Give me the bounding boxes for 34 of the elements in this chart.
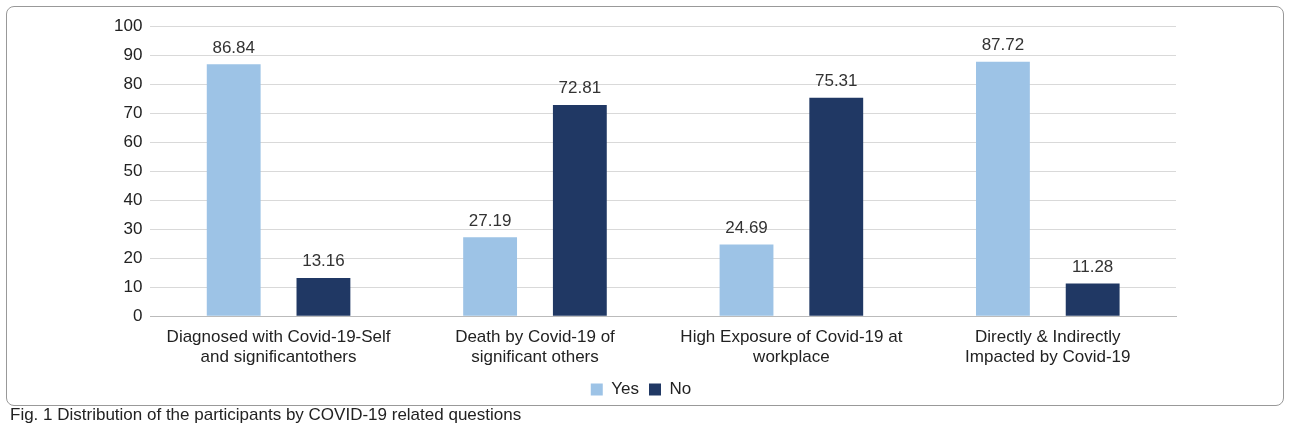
x-tick-label: Death by Covid-19 of significant others <box>455 327 616 367</box>
bar <box>206 64 261 316</box>
caption: Fig. 1 Distribution of the participants by COVID-19 related questions <box>10 405 522 425</box>
y-tick-label: 40 <box>123 189 143 209</box>
data-label: 11.28 <box>1072 256 1114 276</box>
data-label: 24.69 <box>725 217 768 237</box>
data-label: 13.16 <box>302 251 345 271</box>
bar <box>296 278 351 316</box>
bar <box>463 237 518 316</box>
y-tick-label: 70 <box>123 102 143 122</box>
y-tick-label: 30 <box>123 218 143 238</box>
y-tick-label: 60 <box>123 131 143 151</box>
bar <box>809 97 864 316</box>
data-label: 86.84 <box>212 37 255 57</box>
data-label: 72.81 <box>558 78 602 98</box>
x-tick-label: Diagnosed with Covid-19-Self and significantothers <box>166 327 391 367</box>
bar <box>976 61 1030 316</box>
y-tick-label: 50 <box>123 160 143 180</box>
y-tick-label: 80 <box>123 73 143 93</box>
y-tick-label: 20 <box>123 247 143 267</box>
data-label: 87.72 <box>981 35 1025 54</box>
y-tick-label: 10 <box>123 276 143 296</box>
x-tick-label: Directly & Indirectly Impacted by Covid-19 <box>965 327 1131 367</box>
y-tick-label: 0 <box>132 305 143 325</box>
bar <box>552 105 607 316</box>
x-tick-label: High Exposure of Covid-19 at workplace <box>680 327 903 367</box>
bar <box>719 244 774 316</box>
legend-label: No <box>669 379 692 399</box>
y-tick-label: 90 <box>123 44 143 64</box>
y-tick-label: 100 <box>113 15 143 35</box>
data-label: 75.31 <box>814 70 858 90</box>
bar <box>1065 283 1120 316</box>
data-label: 27.19 <box>468 210 512 230</box>
legend-label: Yes <box>611 379 639 399</box>
